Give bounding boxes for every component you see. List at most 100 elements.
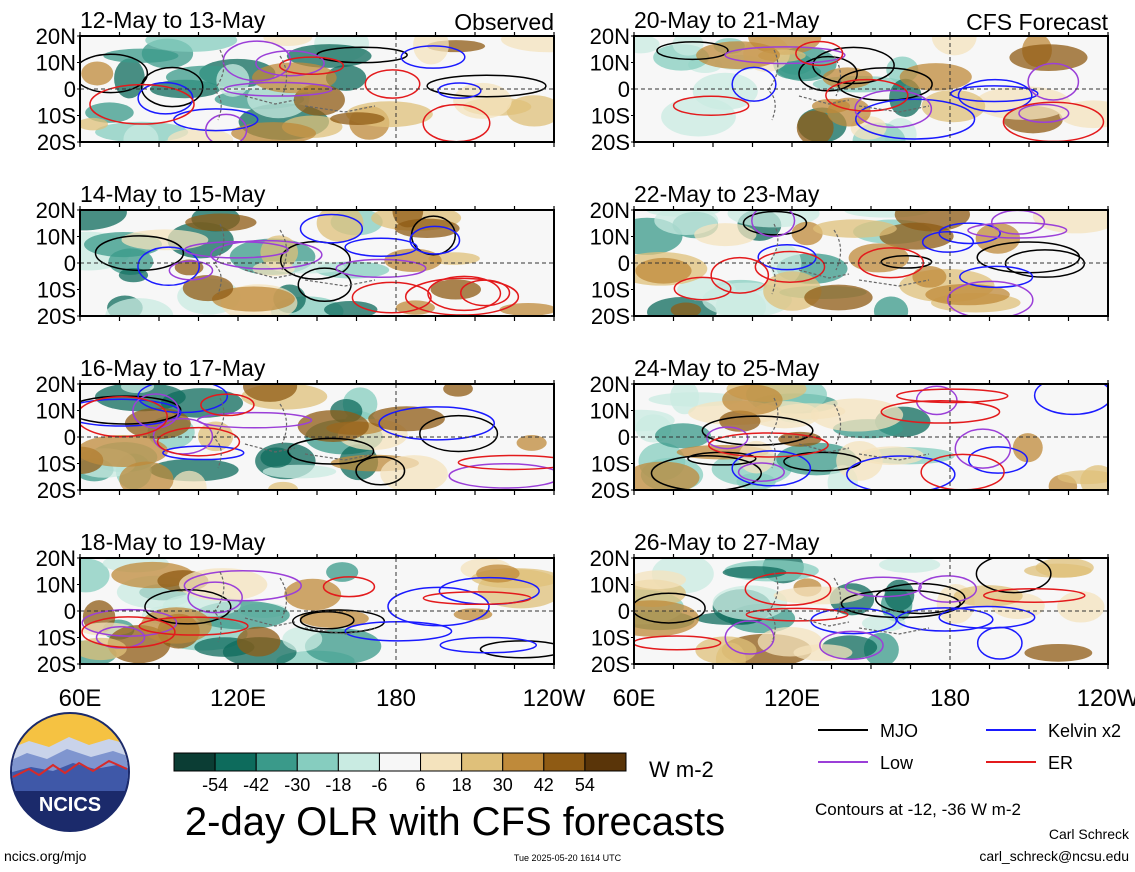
- contour-kelvin-x2: [344, 620, 453, 642]
- contour-kelvin-x2: [137, 81, 194, 115]
- dry-anomaly: [453, 608, 493, 621]
- y-tick-label: 10N: [36, 573, 76, 598]
- y-tick-label: 20N: [590, 198, 630, 223]
- dry-anomaly: [836, 441, 883, 481]
- colorbar-swatch: [461, 752, 504, 772]
- colorbar-swatch: [378, 752, 422, 772]
- dry-anomaly: [236, 626, 281, 657]
- y-tick-label: 10S: [37, 278, 76, 303]
- dry-anomaly: [252, 62, 337, 94]
- y-tick-label: 10S: [37, 104, 76, 129]
- y-tick-label: 20N: [36, 546, 76, 571]
- dry-anomaly: [722, 384, 783, 415]
- contour-low: [967, 222, 1068, 239]
- site-link[interactable]: ncics.org/mjo: [4, 848, 87, 864]
- legend-label: MJO: [880, 721, 918, 741]
- contour-er: [89, 83, 195, 125]
- contour-mjo: [355, 456, 406, 486]
- contour-lines: [94, 213, 520, 316]
- wet-anomaly: [80, 558, 110, 593]
- wet-anomaly: [672, 36, 704, 56]
- dry-anomaly: [80, 117, 108, 131]
- contour-kelvin-x2: [1033, 384, 1108, 416]
- contour-low: [1027, 62, 1080, 101]
- contour-low: [947, 280, 1034, 316]
- contour-low: [854, 89, 933, 129]
- olr-anomaly-field: [634, 558, 1105, 664]
- dry-anomaly: [715, 642, 746, 664]
- dry-anomaly: [185, 213, 257, 232]
- dry-anomaly: [1059, 100, 1108, 129]
- dry-anomaly: [268, 481, 298, 490]
- dry-anomaly: [263, 36, 313, 47]
- contour-er: [880, 399, 1001, 424]
- dry-anomaly: [975, 86, 1071, 120]
- panel-date-label: 24-May to 25-May: [634, 355, 820, 381]
- ncics-logo: NCICS: [9, 711, 131, 833]
- contour-mjo: [140, 66, 204, 108]
- contour-er: [351, 281, 432, 314]
- dry-anomaly: [297, 410, 369, 442]
- contour-kelvin-x2: [409, 225, 461, 255]
- contour-mjo: [634, 592, 706, 624]
- dry-anomaly: [894, 210, 971, 232]
- contour-kelvin-x2: [137, 246, 200, 287]
- contour-lines: [81, 569, 554, 659]
- coastline: [213, 571, 376, 643]
- coastline: [767, 223, 930, 295]
- contour-low: [335, 258, 427, 279]
- contour-kelvin-x2: [846, 455, 956, 490]
- dry-anomaly: [822, 67, 873, 89]
- ncics-logo-graphic: NCICS: [10, 712, 130, 832]
- contour-mjo: [426, 74, 547, 98]
- y-tick-label: 10N: [590, 573, 630, 598]
- legend-label: Low: [880, 753, 914, 773]
- dry-anomaly: [1057, 591, 1105, 623]
- dry-anomaly: [827, 97, 871, 127]
- y-tick-label: 10S: [37, 452, 76, 477]
- coastline: [213, 223, 376, 295]
- dry-anomaly: [813, 219, 897, 238]
- contour-er: [745, 607, 849, 622]
- contour-mjo: [742, 210, 808, 236]
- wet-anomaly: [216, 64, 250, 97]
- contour-kelvin-x2: [967, 446, 1028, 474]
- dry-anomaly: [171, 470, 207, 490]
- x-tick-label: 120E: [210, 685, 266, 712]
- colorbar-swatch: [255, 752, 298, 772]
- panel-date-label: 18-May to 19-May: [80, 529, 266, 555]
- dry-anomaly: [1024, 643, 1093, 662]
- contour-kelvin-x2: [344, 237, 418, 257]
- contour-low: [187, 581, 243, 614]
- contour-er: [422, 591, 532, 606]
- contour-lines: [650, 384, 1108, 490]
- x-tick-label: 120E: [764, 685, 820, 712]
- y-tick-label: 20N: [590, 372, 630, 397]
- dry-anomaly: [634, 600, 700, 637]
- contour-lines: [80, 40, 547, 142]
- wet-anomaly: [118, 267, 149, 283]
- contour-low: [737, 462, 785, 482]
- dry-anomaly: [80, 434, 169, 467]
- wet-anomaly: [120, 384, 155, 394]
- contour-low: [706, 426, 749, 450]
- dry-anomaly: [1057, 470, 1108, 485]
- dry-anomaly: [167, 128, 234, 142]
- contour-kelvin-x2: [950, 85, 1039, 103]
- y-tick-label: 20N: [590, 546, 630, 571]
- colorbar-tick-label: 54: [575, 775, 595, 795]
- y-tick-label: 10S: [37, 626, 76, 651]
- contour-mjo: [479, 640, 554, 659]
- panel-date-label: 14-May to 15-May: [80, 181, 266, 207]
- y-tick-label: 10N: [590, 399, 630, 424]
- contour-er: [200, 393, 255, 417]
- dry-anomaly: [793, 644, 853, 662]
- contour-er: [427, 275, 502, 312]
- legend-label: ER: [1048, 753, 1073, 773]
- contour-lines: [634, 558, 1086, 661]
